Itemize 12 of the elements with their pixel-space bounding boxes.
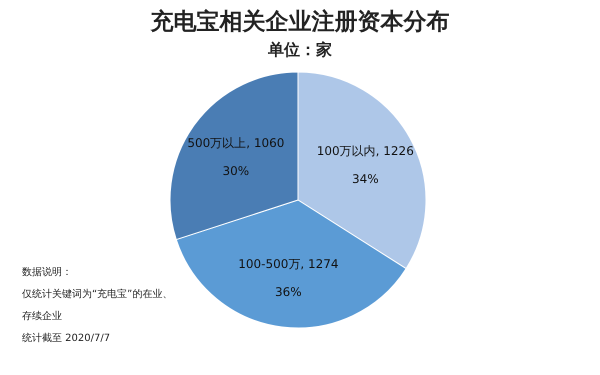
- slice-label: 500万以上, 1060: [187, 136, 284, 150]
- slice-label: 100-500万, 1274: [238, 257, 339, 272]
- text: 统计截至 2020/7/7: [22, 332, 112, 346]
- text: 数据说明：: [22, 266, 73, 280]
- text: 存续企业: [22, 310, 63, 324]
- chart-subtitle: 单位：家: [267, 40, 333, 61]
- chart-title: 充电宝相关企业注册资本分布: [150, 8, 450, 37]
- data-label: 34%: [352, 172, 379, 186]
- slice-label: 100万以内, 1226: [316, 144, 414, 158]
- data-label: 36%: [275, 285, 302, 300]
- text: 仅统计关键词为“充电宝”的在业、: [22, 288, 172, 302]
- data-label: 30%: [222, 164, 250, 178]
